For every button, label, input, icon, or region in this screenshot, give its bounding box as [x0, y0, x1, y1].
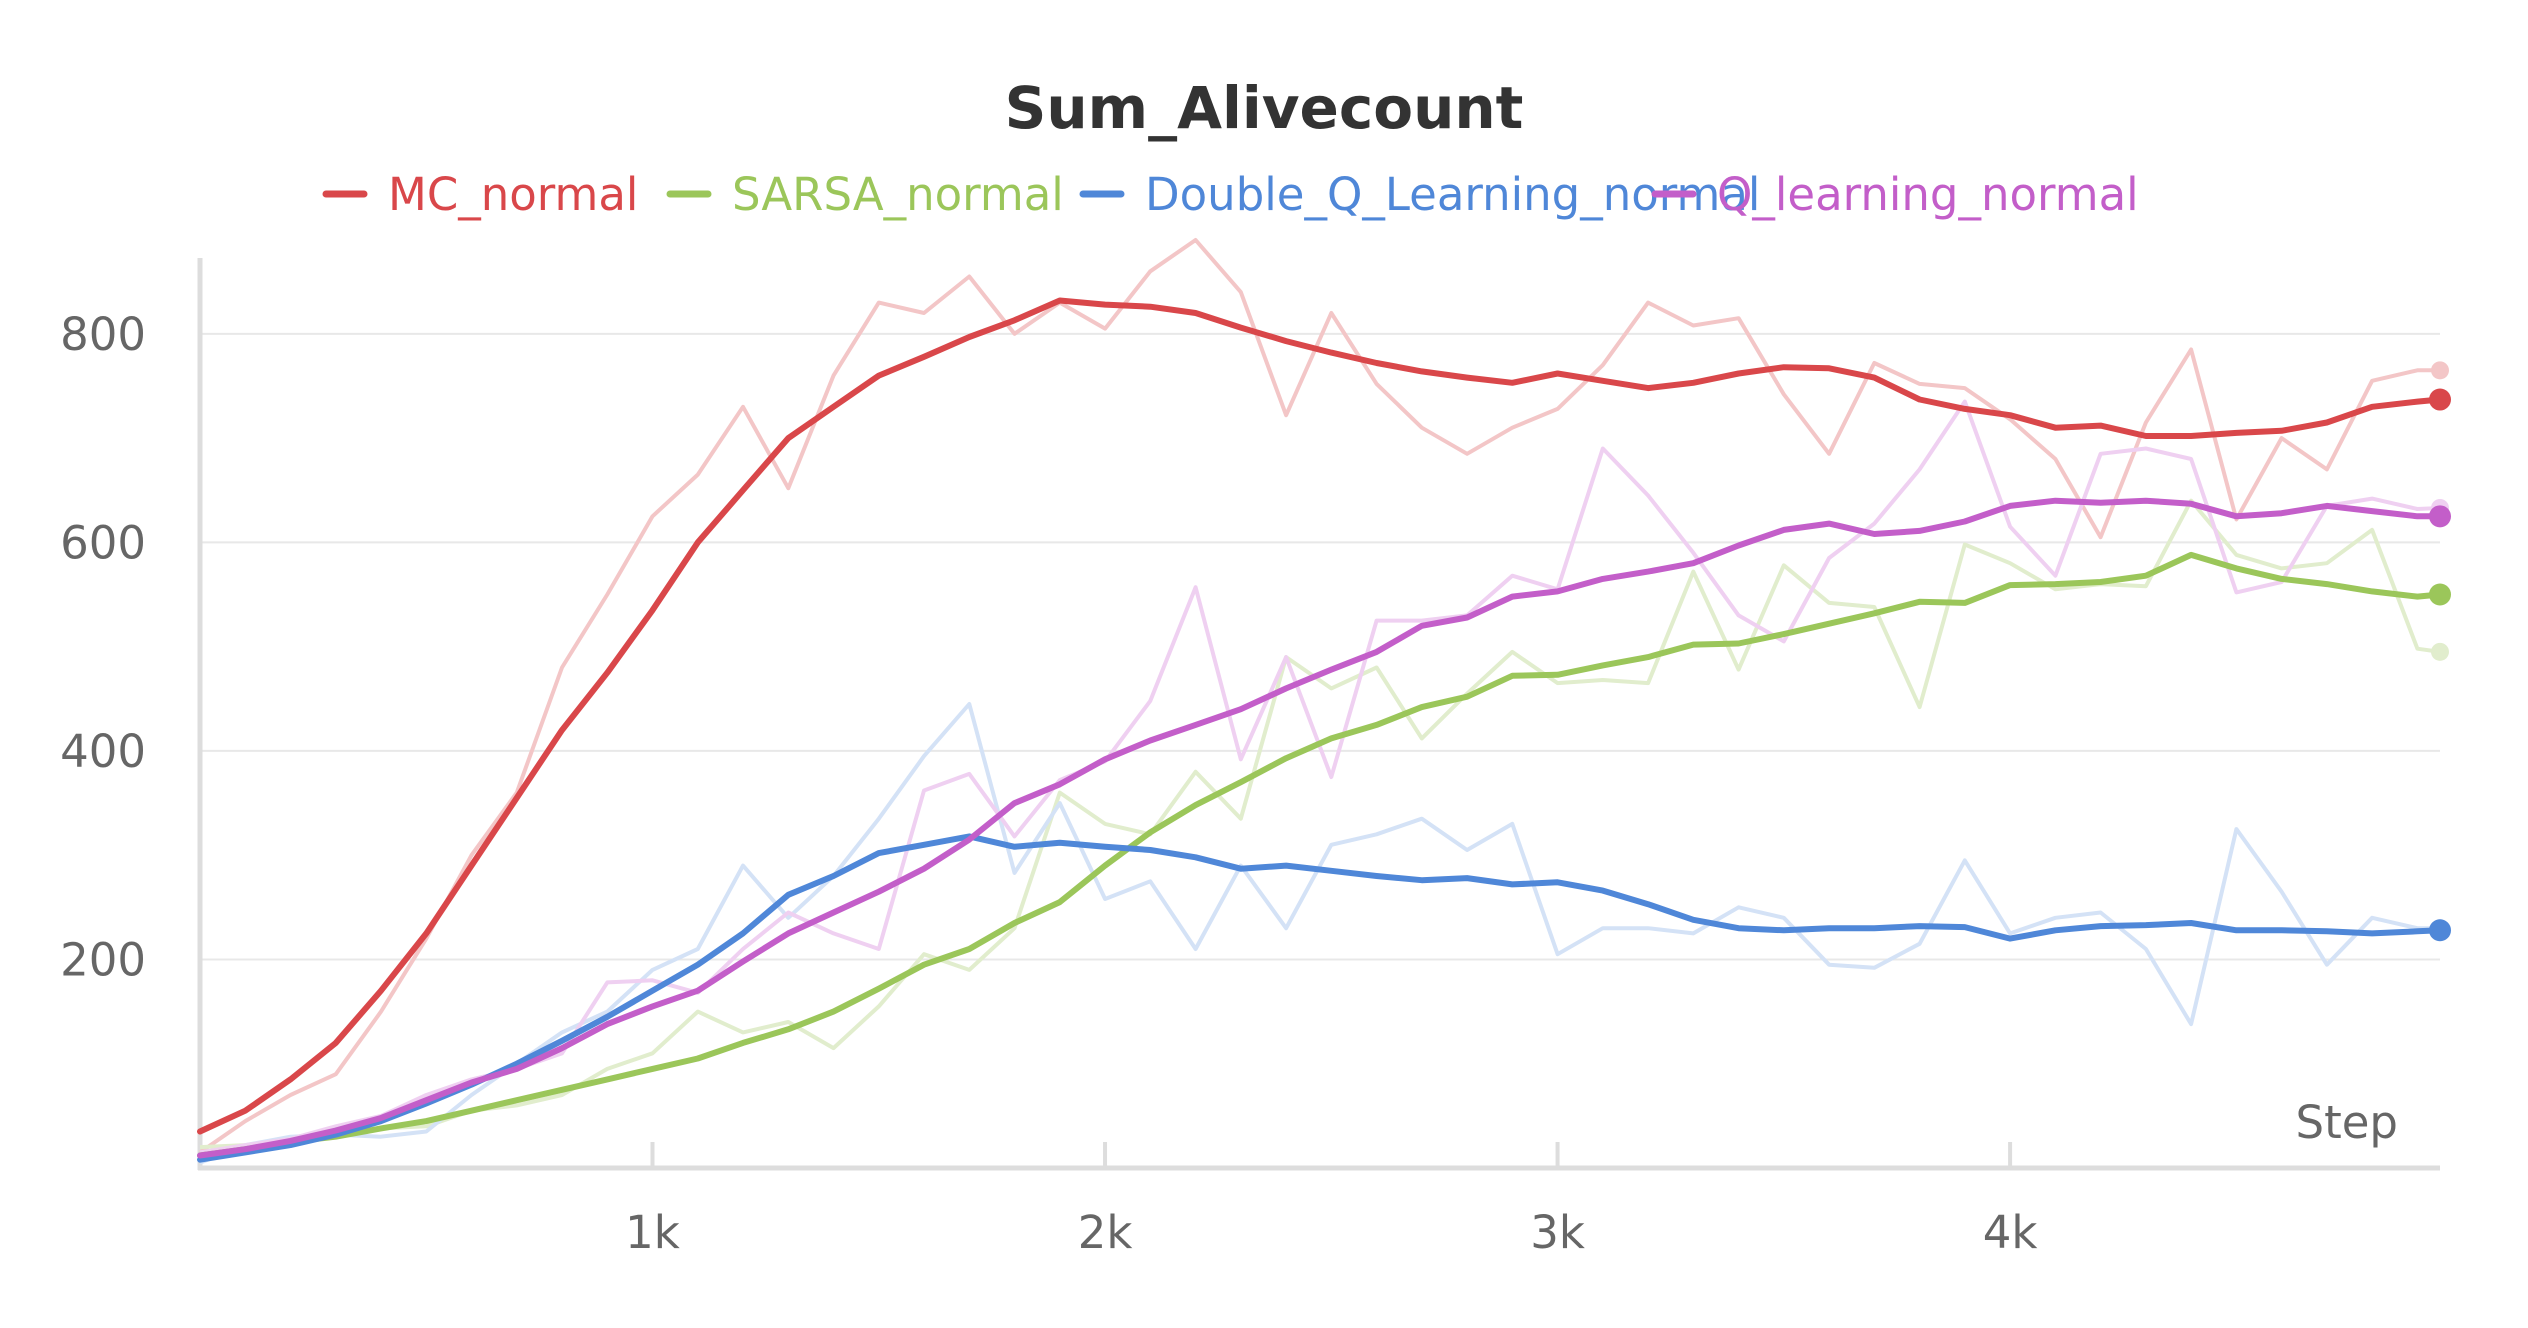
- legend-label: Q_learning_normal: [1717, 168, 2139, 221]
- raw-series-group: [198, 238, 2441, 1165]
- x-tick-label: 3k: [1530, 1206, 1585, 1259]
- legend-label: SARSA_normal: [732, 168, 1064, 221]
- end-point-mc-normal: [2429, 388, 2451, 411]
- legend: MC_normal SARSA_normal Double_Q_Learning_n…: [322, 168, 2139, 221]
- y-tick-label: 800: [60, 308, 146, 361]
- y-tick-label: 400: [60, 725, 146, 778]
- end-markers-group: [2429, 361, 2451, 942]
- raw-line-double-q-learning-normal: [199, 702, 2440, 1165]
- x-tick-label: 4k: [1983, 1206, 2038, 1259]
- series-line-sarsa-normal: [197, 551, 2443, 1159]
- chart-title: Sum_Alivecount: [1005, 74, 1524, 142]
- axes: 200 400 600 800 1k 2k 3k 4k: [60, 258, 2440, 1259]
- series-line-double-q-learning-normal: [197, 833, 2443, 1163]
- x-axis-label: Step: [2296, 1096, 2398, 1149]
- x-tick-label: 1k: [625, 1206, 680, 1259]
- raw-end-point-sarsa-normal: [2431, 642, 2449, 661]
- y-tick-label: 200: [60, 933, 146, 986]
- series-line-q-learning-normal: [197, 497, 2443, 1159]
- smoothed-series-group: [197, 297, 2443, 1163]
- raw-line-mc-normal: [198, 238, 2440, 1155]
- end-point-sarsa-normal: [2429, 583, 2451, 606]
- end-point-double-q-learning-normal: [2429, 919, 2451, 942]
- end-point-q-learning-normal: [2429, 505, 2451, 528]
- y-tick-label: 600: [60, 516, 146, 569]
- raw-end-point-mc-normal: [2431, 361, 2449, 380]
- x-tick-label: 2k: [1078, 1206, 1133, 1259]
- series-line-mc-normal: [197, 297, 2443, 1135]
- raw-line-q-learning-normal: [199, 399, 2441, 1155]
- legend-label: MC_normal: [388, 168, 638, 221]
